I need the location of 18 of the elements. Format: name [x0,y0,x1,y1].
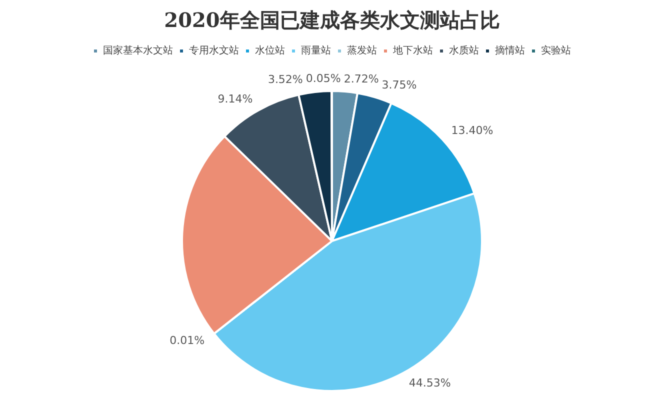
legend-label: 地下水站 [392,44,433,57]
legend-label: 专用水文站 [189,44,239,57]
data-label: 44.53% [408,376,451,390]
data-label: 9.14% [218,92,253,106]
legend-label: 蒸发站 [347,44,377,57]
legend-label: 雨量站 [301,44,331,57]
chart-title: 2020年全国已建成各类水文测站占比 [164,8,500,32]
data-label: 0.01% [170,334,205,347]
legend-label: 水质站 [449,44,479,57]
data-label: 3.75% [382,78,417,92]
data-label: 3.52% [268,72,303,86]
legend-label: 摘情站 [495,44,525,57]
data-label: 13.40% [451,124,494,138]
data-label: 0.05% [306,72,341,85]
legend-label: 水位站 [255,44,285,57]
legend-label: 实验站 [541,44,571,57]
data-label: 2.72% [344,72,379,86]
legend-label: 国家基本水文站 [103,44,173,57]
